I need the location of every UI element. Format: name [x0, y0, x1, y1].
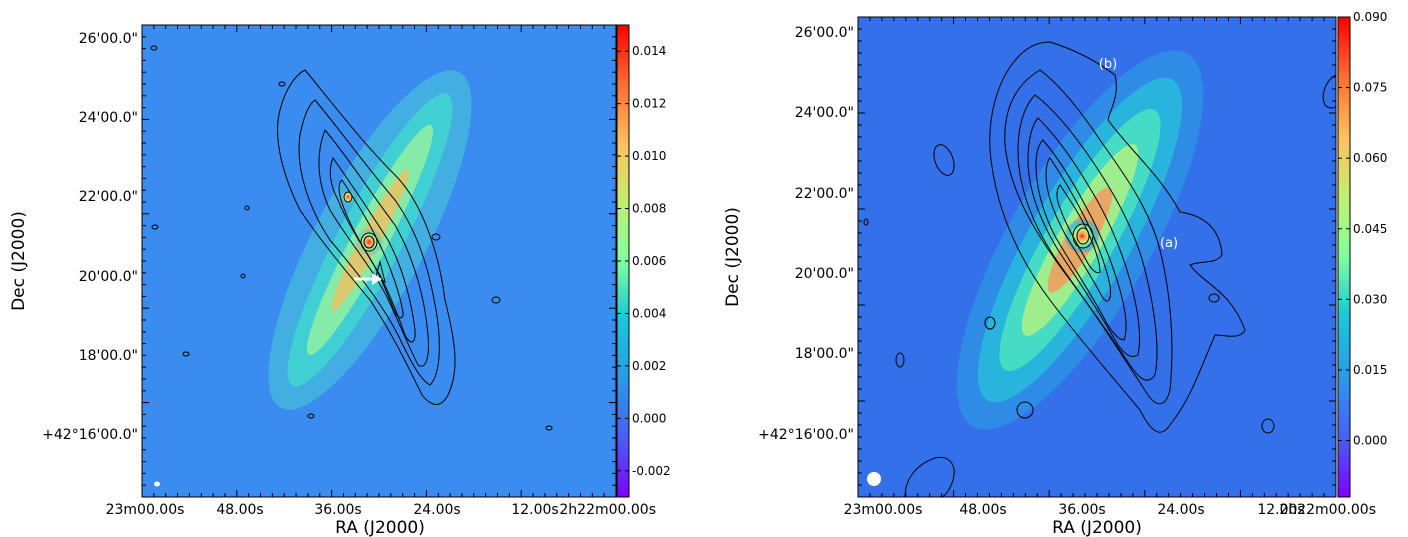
x-tick-label: 48.00s	[959, 502, 1006, 518]
right-x-axis-title: RA (J2000)	[1052, 518, 1142, 537]
y-tick-label: +42°16'00.0"	[42, 427, 138, 443]
right-colorbar-ticks: 0.000 0.015 0.030 0.045 0.060 0.075 0.090	[1338, 10, 1387, 448]
x-tick-label: 2h22m00.00s	[1279, 502, 1376, 518]
y-tick-label: +42°16'00.0"	[758, 427, 854, 443]
y-tick-label: 20'00.0"	[795, 266, 854, 282]
left-galaxy-emission	[150, 45, 553, 487]
y-tick-label: 18'00.0"	[79, 348, 138, 364]
colorbar-tick-label: 0.015	[1353, 363, 1387, 377]
y-tick-label: 24'00.0"	[795, 105, 854, 121]
right-y-axis-title: Dec (J2000)	[723, 207, 743, 307]
colorbar-tick-label: 0.014	[632, 44, 666, 58]
right-y-ticks: 26'00.0" 24'00.0" 22'00.0" 20'00.0" 18'00.0"…	[758, 16, 1336, 498]
left-x-ticks: 23m00.00s 48.00s 36.00s 24.00s 12.00s 2h22m00…	[106, 25, 656, 518]
colorbar-tick-label: 0.075	[1353, 81, 1387, 95]
x-tick-label: 24.00s	[1157, 502, 1204, 518]
colorbar-tick-label: 0.060	[1353, 151, 1387, 165]
colorbar-tick-label: 0.030	[1353, 292, 1387, 306]
y-tick-label: 26'00.0"	[79, 31, 138, 47]
x-tick-label: 36.00s	[1058, 502, 1105, 518]
right-colorbar	[1337, 16, 1351, 498]
left-colorbar-ticks: -0.002 0.000 0.002 0.004 0.006 0.008 0.010 0.01…	[617, 44, 671, 478]
colorbar-tick-label: 0.012	[632, 97, 666, 111]
colorbar-tick-label: 0.000	[632, 411, 666, 425]
x-tick-label: 48.00s	[216, 502, 263, 518]
x-tick-label: 36.00s	[314, 502, 361, 518]
left-y-ticks: 26'00.0" 24'00.0" 22'00.0" 20'00.0" 18'00.0"…	[42, 24, 616, 498]
left-panel: 23m00.00s 48.00s 36.00s 24.00s 12.00s 2h22m00…	[9, 24, 671, 537]
right-panel: (b) (a) 23m00.00s 48.00s 36.00s 24.00s 12.00…	[723, 10, 1387, 537]
left-y-axis-title: Dec (J2000)	[9, 211, 29, 311]
x-tick-label: 23m00.00s	[106, 502, 185, 518]
right-beam	[867, 472, 881, 486]
right-contours	[863, 41, 1336, 497]
x-tick-label: 2h22m00.00s	[559, 502, 656, 518]
x-tick-label: 12.00s	[1257, 502, 1304, 518]
left-contours	[150, 45, 553, 431]
annotation-b: (b)	[1099, 57, 1117, 72]
arrow-annotation	[354, 273, 382, 285]
y-tick-label: 24'00.0"	[79, 110, 138, 126]
right-x-ticks: 23m00.00s 48.00s 36.00s 24.00s 12.00s2h22m00…	[844, 17, 1376, 518]
left-beam	[154, 481, 160, 487]
colorbar-tick-label: 0.010	[632, 149, 666, 163]
colorbar-tick-label: 0.045	[1353, 222, 1387, 236]
annotation-a: (a)	[1160, 236, 1178, 251]
colorbar-tick-label: -0.002	[632, 464, 671, 478]
left-x-axis-title: RA (J2000)	[335, 518, 425, 537]
y-tick-label: 18'00.0"	[795, 346, 854, 362]
y-tick-label: 22'00.0"	[795, 186, 854, 202]
colorbar-tick-label: 0.008	[632, 202, 666, 216]
colorbar-tick-label: 0.000	[1353, 434, 1387, 448]
right-galaxy-emission: (b) (a)	[863, 41, 1336, 497]
y-tick-label: 26'00.0"	[795, 25, 854, 41]
colorbar-tick-label: 0.002	[632, 359, 666, 373]
colorbar-tick-label: 0.006	[632, 254, 666, 268]
x-tick-label: 23m00.00s	[844, 502, 923, 518]
colorbar-tick-label: 0.004	[632, 306, 666, 320]
colorbar-tick-label: 0.090	[1353, 10, 1387, 24]
x-tick-label: 24.00s	[413, 502, 460, 518]
x-tick-label: 12.00s	[511, 502, 558, 518]
y-tick-label: 20'00.0"	[79, 269, 138, 285]
y-tick-label: 22'00.0"	[79, 189, 138, 205]
